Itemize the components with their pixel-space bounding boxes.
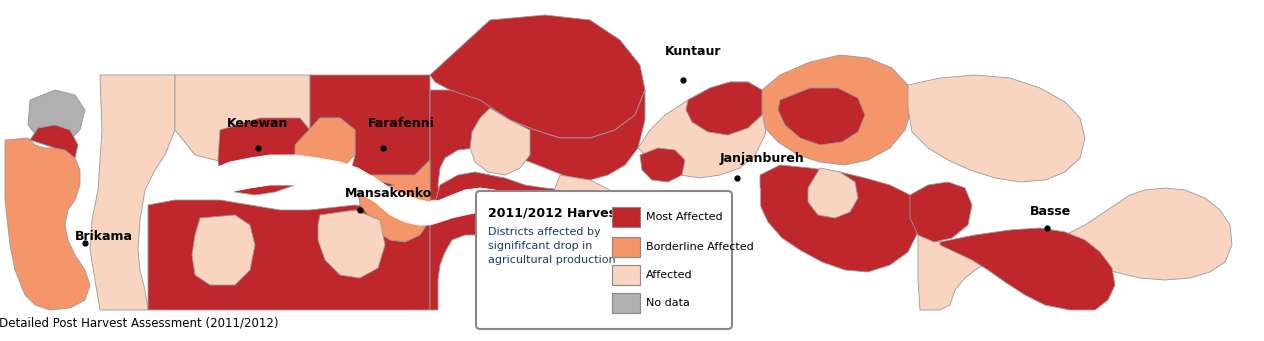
FancyBboxPatch shape [612,265,640,285]
Text: Kerewan: Kerewan [228,117,288,130]
Text: Farafenni: Farafenni [368,117,435,130]
Text: Most Affected: Most Affected [646,212,723,222]
FancyBboxPatch shape [612,237,640,257]
Polygon shape [430,15,645,138]
Polygon shape [28,90,85,145]
Polygon shape [295,118,355,178]
Polygon shape [940,228,1115,310]
Polygon shape [5,138,90,310]
Text: Brikama: Brikama [75,230,133,243]
Polygon shape [355,160,430,242]
FancyBboxPatch shape [612,293,640,313]
Polygon shape [215,155,760,225]
Text: Janjanbureh: Janjanbureh [720,152,805,165]
Polygon shape [30,125,78,158]
Polygon shape [319,210,386,278]
Polygon shape [918,188,1232,310]
Polygon shape [430,90,645,200]
Polygon shape [430,172,635,310]
FancyBboxPatch shape [477,191,732,329]
Polygon shape [640,148,685,182]
Polygon shape [310,75,430,190]
FancyBboxPatch shape [612,207,640,227]
Polygon shape [910,182,972,242]
Polygon shape [470,108,530,175]
Polygon shape [686,82,762,135]
Polygon shape [638,82,769,178]
Text: Kuntaur: Kuntaur [665,45,722,58]
Text: Basse: Basse [1030,205,1072,218]
Polygon shape [217,118,310,195]
Polygon shape [148,200,430,310]
Text: No data: No data [646,298,690,308]
Polygon shape [174,75,310,165]
Text: Source: Detailed Post Harvest Assessment (2011/2012): Source: Detailed Post Harvest Assessment… [0,317,279,330]
Polygon shape [808,168,858,218]
Polygon shape [192,215,255,285]
Polygon shape [762,55,913,165]
Polygon shape [779,88,865,145]
Text: Mansakonko: Mansakonko [345,187,432,200]
Polygon shape [90,75,174,310]
Text: 2011/2012 Harvest: 2011/2012 Harvest [488,207,622,220]
Text: Districts affected by
signififcant drop in
agricultural production: Districts affected by signififcant drop … [488,227,616,265]
Polygon shape [760,165,920,272]
Text: Affected: Affected [646,270,693,280]
Polygon shape [552,175,618,240]
Text: Borderline Affected: Borderline Affected [646,242,753,252]
Polygon shape [908,75,1085,182]
